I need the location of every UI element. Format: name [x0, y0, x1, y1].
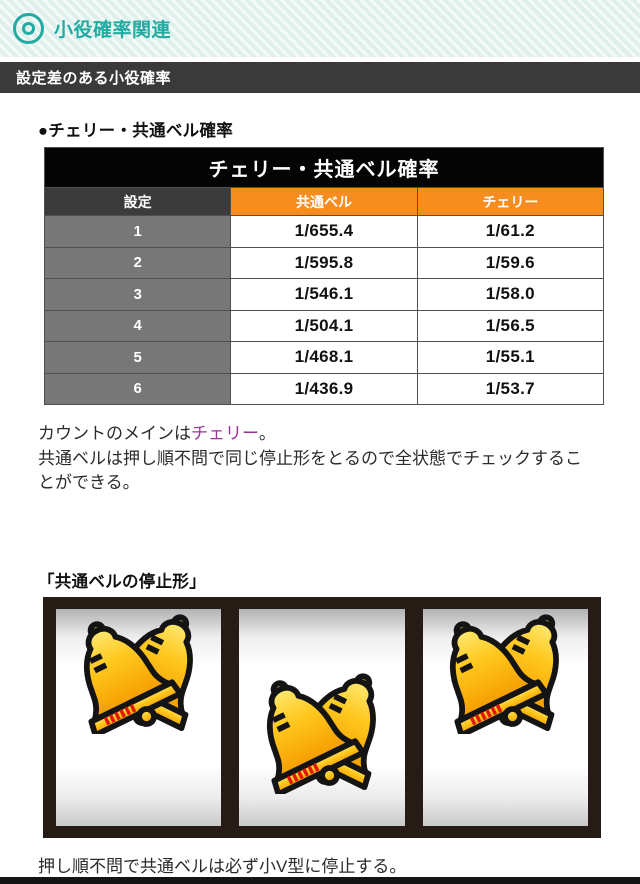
main-content: ●チェリー・共通ベル確率 チェリー・共通ベル確率 設定 共通ベル チェリー 1 … — [0, 93, 640, 877]
bell-value-cell: 1/504.1 — [230, 309, 418, 342]
setting-cell: 5 — [43, 341, 232, 374]
note-line1-suffix: 。 — [258, 424, 276, 443]
stop-pattern-caption: 押し順不問で共通ベルは必ず小V型に停止する。 — [38, 856, 407, 876]
bell-value-cell: 1/436.9 — [230, 372, 418, 405]
cherry-value-cell: 1/58.0 — [416, 278, 605, 311]
table-heading: ●チェリー・共通ベル確率 — [38, 122, 234, 140]
reel-left-symbol — [63, 612, 215, 734]
cherry-value-cell: 1/59.6 — [416, 246, 605, 279]
bell-value-cell: 1/546.1 — [230, 278, 418, 311]
golden-bells-icon — [63, 612, 215, 734]
note-line2: 共通ベルは押し順不問で同じ停止形をとるので全状態でチェックすることができる。 — [38, 448, 582, 493]
note-paragraph: カウントのメインはチェリー。 共通ベルは押し順不問で同じ停止形をとるので全状態で… — [38, 422, 598, 496]
table-header-row: 設定 共通ベル チェリー — [43, 187, 605, 216]
setting-cell: 1 — [43, 215, 232, 248]
reel-right — [422, 608, 588, 826]
note-line1-prefix: カウントのメインは — [38, 424, 191, 443]
cherry-value-cell: 1/53.7 — [416, 372, 605, 405]
subsection-title: 設定差のある小役確率 — [16, 70, 172, 87]
stop-pattern-heading: 「共通ベルの停止形」 — [38, 572, 206, 591]
golden-bells-icon — [246, 671, 398, 793]
golden-bells-icon — [429, 612, 581, 734]
cherry-value-cell: 1/56.5 — [416, 309, 605, 342]
double-circle-icon-inner — [22, 22, 35, 35]
page-title: 小役確率関連 — [54, 20, 172, 41]
bell-value-cell: 1/468.1 — [230, 341, 418, 374]
table-title: チェリー・共通ベル確率 — [44, 147, 604, 188]
setting-cell: 3 — [43, 278, 232, 311]
next-section-bar — [0, 876, 640, 884]
subsection-bar: 設定差のある小役確率 — [0, 62, 640, 93]
cherry-link[interactable]: チェリー — [191, 424, 259, 443]
setting-cell: 6 — [43, 372, 232, 405]
setting-cell: 2 — [43, 246, 232, 279]
reel-center-symbol — [246, 671, 398, 793]
table-row: 4 1/504.1 1/56.5 — [43, 309, 605, 342]
bell-value-cell: 1/595.8 — [230, 246, 418, 279]
reel-stop-image — [43, 596, 601, 838]
table-row: 1 1/655.4 1/61.2 — [43, 215, 605, 248]
column-header-cherry: チェリー — [416, 187, 605, 216]
table-row: 2 1/595.8 1/59.6 — [43, 246, 605, 279]
double-circle-icon — [13, 13, 44, 44]
cherry-value-cell: 1/61.2 — [416, 215, 605, 248]
column-header-setting: 設定 — [43, 187, 232, 216]
reel-right-symbol — [429, 612, 581, 734]
table-row: 3 1/546.1 1/58.0 — [43, 278, 605, 311]
reel-left — [56, 608, 222, 826]
bell-value-cell: 1/655.4 — [230, 215, 418, 248]
cherry-value-cell: 1/55.1 — [416, 341, 605, 374]
table-row: 5 1/468.1 1/55.1 — [43, 341, 605, 374]
setting-cell: 4 — [43, 309, 232, 342]
table-row: 6 1/436.9 1/53.7 — [43, 372, 605, 405]
probability-table: チェリー・共通ベル確率 設定 共通ベル チェリー 1 1/655.4 1/61.… — [43, 147, 605, 405]
reel-center — [239, 608, 405, 826]
column-header-common-bell: 共通ベル — [230, 187, 418, 216]
section-header: 小役確率関連 — [0, 0, 640, 57]
